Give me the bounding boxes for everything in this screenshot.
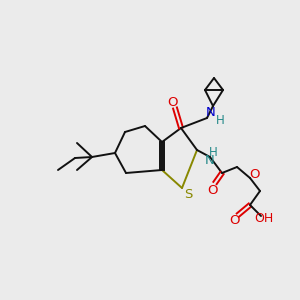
Text: O: O: [207, 184, 217, 196]
Text: H: H: [208, 146, 217, 160]
Text: O: O: [249, 167, 259, 181]
Text: OH: OH: [254, 212, 274, 224]
Text: O: O: [229, 214, 239, 226]
Text: N: N: [205, 154, 215, 166]
Text: S: S: [184, 188, 192, 200]
Text: N: N: [206, 106, 216, 118]
Text: H: H: [216, 113, 224, 127]
Text: O: O: [168, 95, 178, 109]
